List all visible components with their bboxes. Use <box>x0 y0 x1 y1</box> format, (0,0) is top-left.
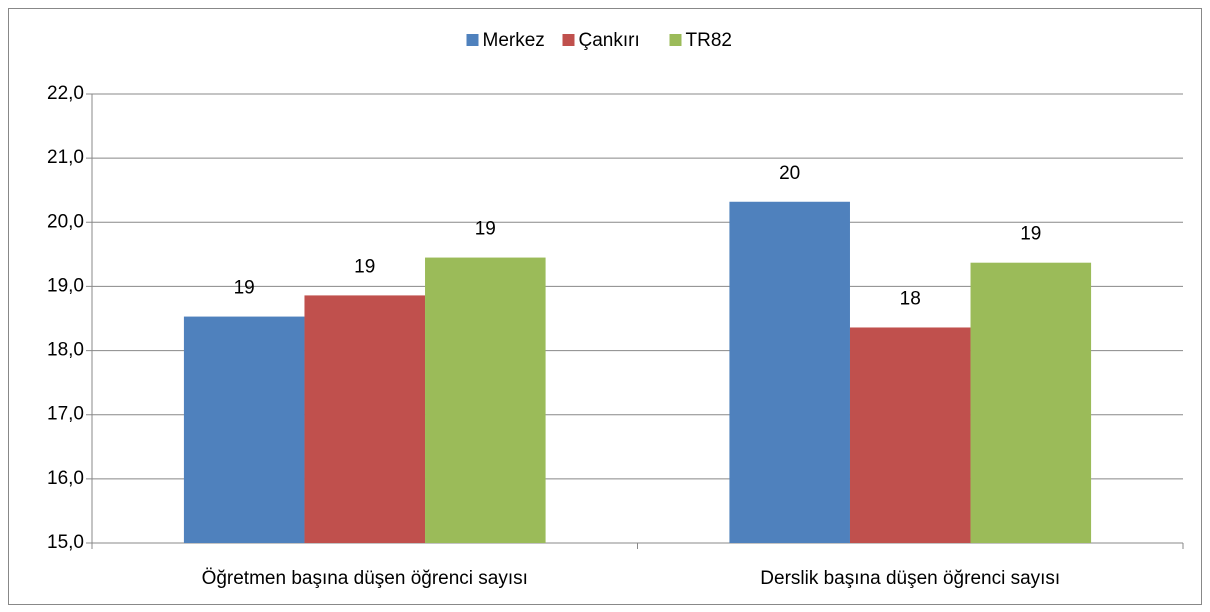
legend-swatch <box>466 34 479 46</box>
legend-label: TR82 <box>686 30 732 51</box>
y-tick-label: 20,0 <box>47 211 84 232</box>
y-tick-label: 17,0 <box>47 404 84 425</box>
value-label: 19 <box>1020 224 1041 245</box>
y-tick-label: 22,0 <box>47 83 84 104</box>
value-label: 20 <box>779 163 800 184</box>
legend-label: Merkez <box>483 30 545 51</box>
value-label: 19 <box>475 219 496 240</box>
y-tick-label: 15,0 <box>47 532 84 553</box>
value-label: 19 <box>354 256 375 277</box>
bar <box>304 295 426 543</box>
legend-swatch <box>562 34 575 46</box>
bar <box>183 316 305 543</box>
value-label: 18 <box>900 288 921 309</box>
x-tick-label: Derslik başına düşen öğrenci sayısı <box>760 568 1060 589</box>
y-tick-label: 16,0 <box>47 468 84 489</box>
y-tick-label: 21,0 <box>47 147 84 168</box>
y-tick-label: 19,0 <box>47 275 84 296</box>
bar <box>729 201 850 543</box>
x-tick-label: Öğretmen başına düşen öğrenci sayısı <box>202 568 528 589</box>
bar <box>970 262 1092 543</box>
legend-label: Çankırı <box>579 30 640 51</box>
legend-swatch <box>669 34 682 46</box>
y-tick-label: 18,0 <box>47 340 84 361</box>
bar <box>425 257 546 543</box>
value-label: 19 <box>234 278 255 299</box>
bar <box>849 327 971 543</box>
